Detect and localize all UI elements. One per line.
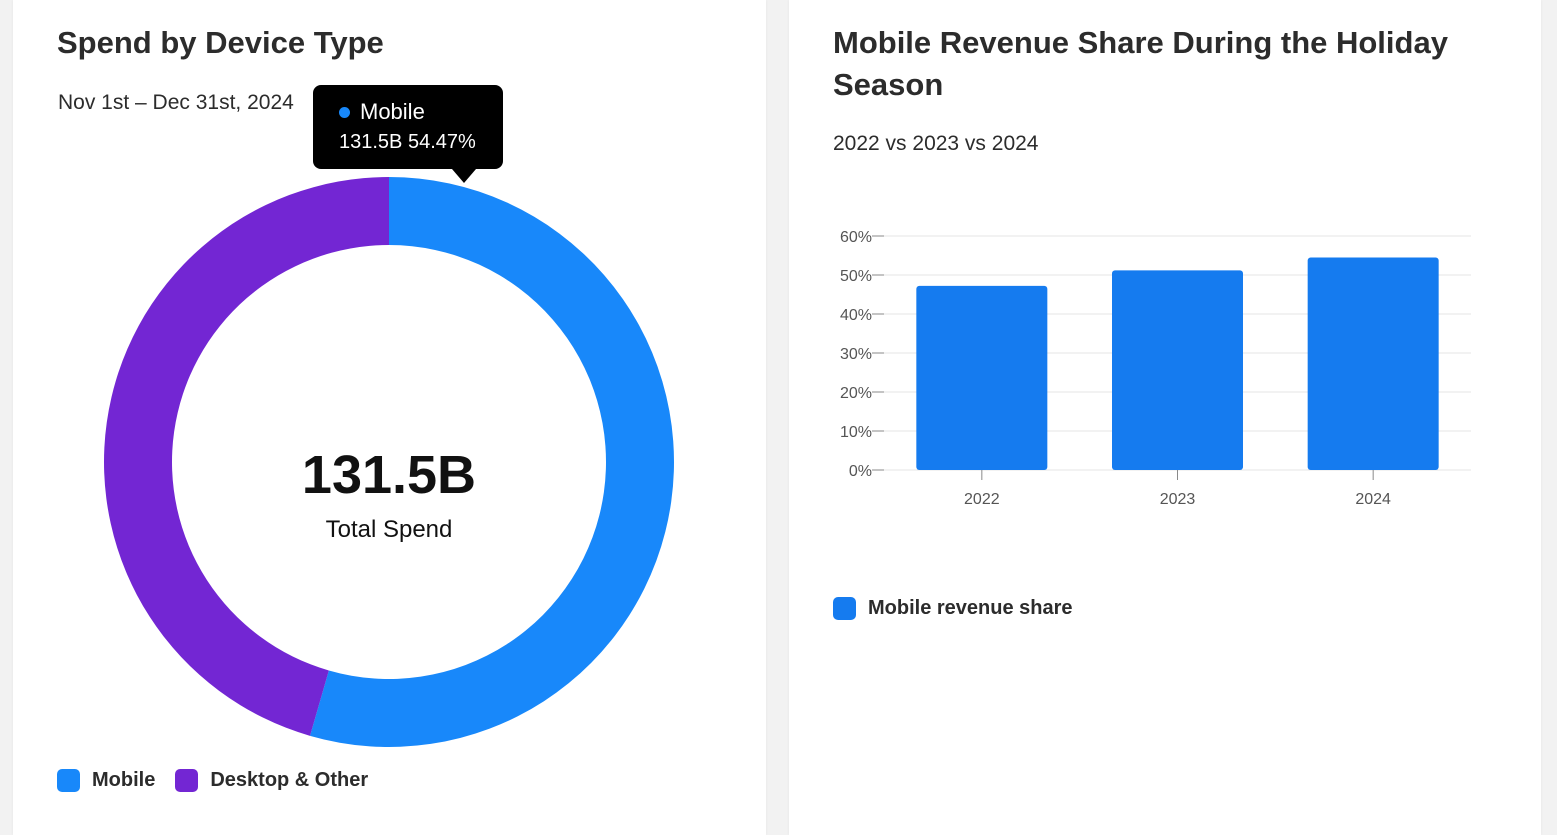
legend-label-mobile: Mobile [92, 769, 156, 791]
donut-center-label: Total Spend [326, 516, 453, 543]
tooltip-percent: 54.47% [407, 131, 476, 153]
y-tick-label: 60% [840, 229, 872, 246]
spend-by-device-card: Spend by Device Type Nov 1st – Dec 31st,… [13, 0, 766, 835]
y-tick-label: 40% [840, 307, 872, 324]
legend-item-mobile-revenue-share[interactable]: Mobile revenue share [833, 597, 1073, 620]
x-tick-label-2024: 2024 [1355, 491, 1391, 508]
legend-item-mobile[interactable]: Mobile [57, 769, 155, 792]
legend-swatch-desktop-other [175, 769, 199, 792]
donut-slice-desktop-other[interactable] [103, 177, 389, 736]
tooltip-series-label: Mobile [360, 99, 425, 124]
tooltip-value: 131.5B [339, 131, 403, 153]
y-tick-label: 30% [840, 346, 872, 363]
donut-legend: Mobile Desktop & Other [57, 769, 368, 792]
donut-chart-title: Spend by Device Type [57, 25, 384, 60]
bar-chart-subtitle: 2022 vs 2023 vs 2024 [833, 132, 1039, 155]
x-tick-label-2022: 2022 [964, 491, 1000, 508]
bar-legend: Mobile revenue share [833, 597, 1073, 620]
legend-item-desktop-other[interactable]: Desktop & Other [175, 769, 368, 792]
y-tick-label: 20% [840, 385, 872, 402]
donut-center-value: 131.5B [302, 445, 476, 505]
legend-swatch-mobile [57, 769, 80, 792]
bar-2022[interactable] [916, 285, 1048, 470]
donut-chart-subtitle: Nov 1st – Dec 31st, 2024 [58, 91, 294, 114]
y-tick-label: 50% [840, 268, 872, 285]
y-tick-label: 0% [849, 463, 872, 480]
legend-swatch-mobile-revenue-share [833, 597, 856, 620]
bar-2023[interactable] [1112, 270, 1243, 470]
donut-slice-mobile[interactable] [310, 177, 674, 747]
bar-chart-title: Mobile Revenue Share During the Holiday … [833, 25, 1448, 102]
bar-2024[interactable] [1307, 257, 1439, 470]
legend-label-desktop-other: Desktop & Other [210, 769, 369, 791]
mobile-revenue-share-card: Mobile Revenue Share During the Holiday … [789, 0, 1541, 835]
y-tick-label: 10% [840, 424, 872, 441]
bar-chart: 0% 10% 20% 30% 40% 50% 60% 2022 2023 2024 [840, 229, 1471, 508]
legend-label-mobile-revenue-share: Mobile revenue share [868, 597, 1073, 619]
chart-tooltip: Mobile 131.5B 54.47% [313, 85, 503, 183]
donut-chart: 131.5B Total Spend [103, 177, 674, 747]
tooltip-series-dot [339, 106, 350, 118]
x-tick-label-2023: 2023 [1160, 491, 1196, 508]
